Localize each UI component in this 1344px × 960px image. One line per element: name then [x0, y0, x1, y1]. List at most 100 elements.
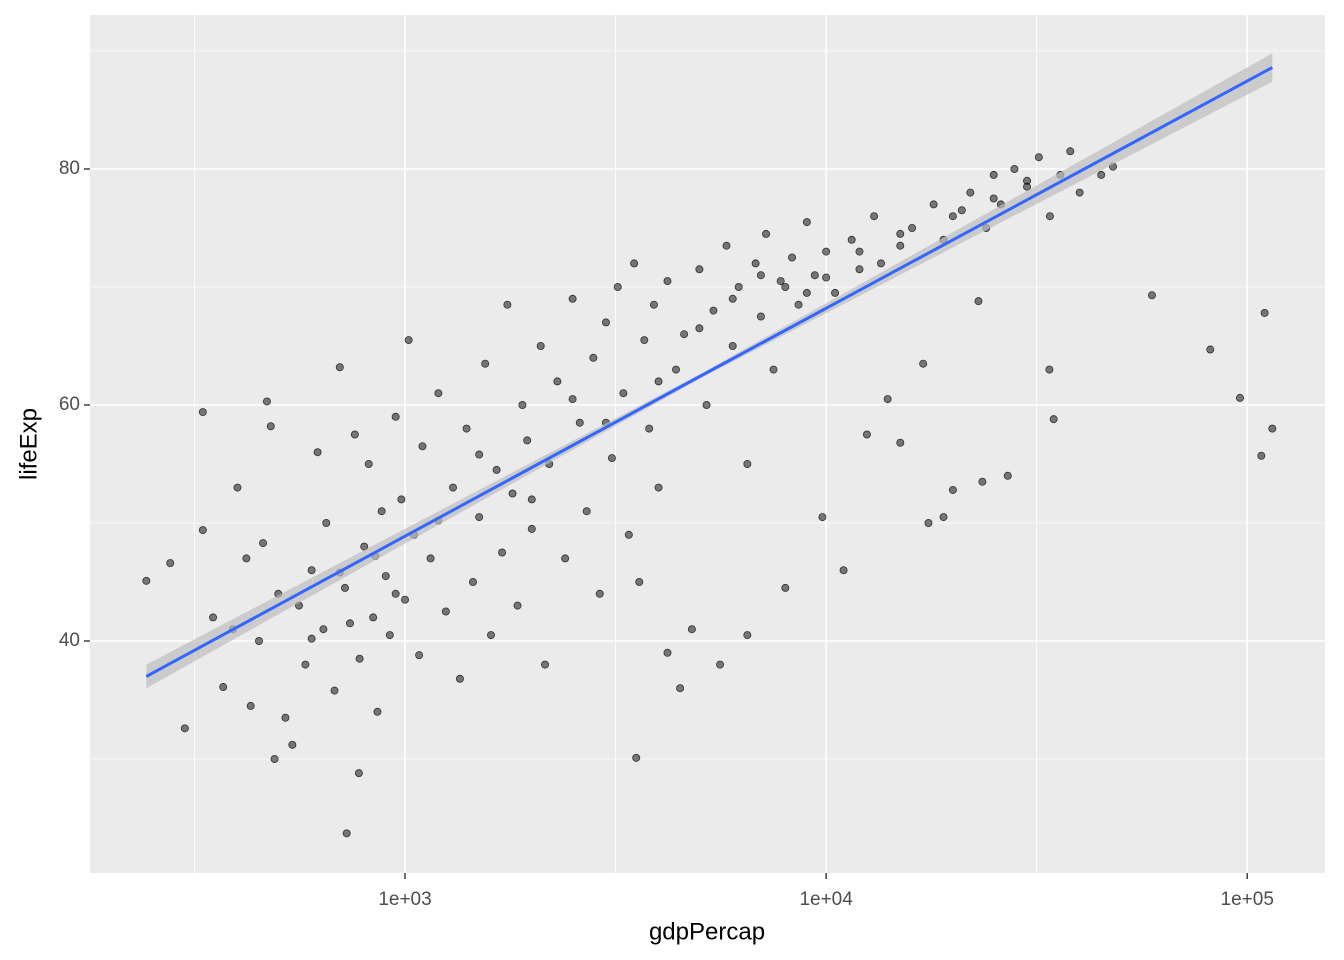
point — [756, 312, 765, 321]
point — [455, 674, 464, 683]
point — [385, 631, 394, 640]
point — [281, 713, 290, 722]
point — [595, 589, 604, 598]
point — [508, 489, 517, 498]
point — [948, 485, 957, 494]
point — [709, 306, 718, 315]
point — [541, 660, 550, 669]
point — [776, 277, 785, 286]
point — [1066, 147, 1075, 156]
point — [769, 365, 778, 374]
point — [1235, 393, 1244, 402]
point — [1034, 153, 1043, 162]
point — [613, 282, 622, 291]
point — [802, 218, 811, 227]
point — [649, 300, 658, 309]
point — [441, 607, 450, 616]
point — [896, 229, 905, 238]
y-tick-label: 80 — [59, 158, 80, 179]
point — [695, 324, 704, 333]
trend-line — [145, 66, 1274, 678]
x-tick-label: 1e+03 — [378, 889, 431, 910]
point — [397, 495, 406, 504]
y-tick-label: 60 — [59, 394, 80, 415]
point — [862, 430, 871, 439]
point — [695, 265, 704, 274]
x-tick-label: 1e+04 — [799, 889, 853, 910]
point — [1147, 291, 1156, 300]
point — [391, 589, 400, 598]
point — [345, 619, 354, 628]
point — [330, 686, 339, 695]
point — [924, 519, 933, 528]
point — [369, 613, 378, 622]
point — [645, 424, 654, 433]
point — [781, 583, 790, 592]
point — [340, 583, 349, 592]
point — [254, 637, 263, 646]
point — [342, 829, 351, 838]
point — [355, 654, 364, 663]
point — [1049, 415, 1058, 424]
point — [635, 578, 644, 587]
point — [233, 483, 242, 492]
point — [877, 259, 886, 268]
point — [503, 300, 512, 309]
point — [523, 436, 532, 445]
point — [896, 241, 905, 250]
point — [822, 247, 831, 256]
point — [527, 495, 536, 504]
point — [180, 724, 189, 733]
point — [1257, 451, 1266, 460]
point — [462, 424, 471, 433]
point — [1075, 188, 1084, 197]
point — [360, 542, 369, 551]
point — [468, 578, 477, 587]
point — [426, 554, 435, 563]
x-axis-title: gdpPercap — [649, 918, 765, 945]
x-tick-label: 1e+05 — [1221, 889, 1274, 910]
point — [492, 465, 501, 474]
point — [619, 389, 628, 398]
point — [575, 418, 584, 427]
point — [654, 483, 663, 492]
point — [498, 548, 507, 557]
point — [908, 223, 917, 232]
point — [418, 442, 427, 451]
point — [518, 400, 527, 409]
point — [680, 330, 689, 339]
point — [1045, 365, 1054, 374]
point — [1045, 212, 1054, 221]
point — [1097, 170, 1106, 179]
point — [948, 212, 957, 221]
point — [722, 241, 731, 250]
point — [663, 648, 672, 657]
point — [350, 430, 359, 439]
point — [989, 194, 998, 203]
point — [630, 259, 639, 268]
point — [663, 277, 672, 286]
point — [364, 460, 373, 469]
point — [475, 513, 484, 522]
point — [728, 341, 737, 350]
point — [553, 377, 562, 386]
point — [242, 554, 251, 563]
y-tick-label: 40 — [59, 630, 80, 651]
point — [1010, 164, 1019, 173]
point — [601, 318, 610, 327]
point — [481, 359, 490, 368]
point — [589, 353, 598, 362]
point — [870, 212, 879, 221]
point — [513, 601, 522, 610]
point — [702, 400, 711, 409]
point — [1268, 424, 1277, 433]
point — [313, 448, 322, 457]
point — [743, 460, 752, 469]
point — [1023, 176, 1032, 185]
point — [896, 438, 905, 447]
point — [270, 755, 279, 764]
point — [561, 554, 570, 563]
point — [640, 336, 649, 345]
point — [794, 300, 803, 309]
